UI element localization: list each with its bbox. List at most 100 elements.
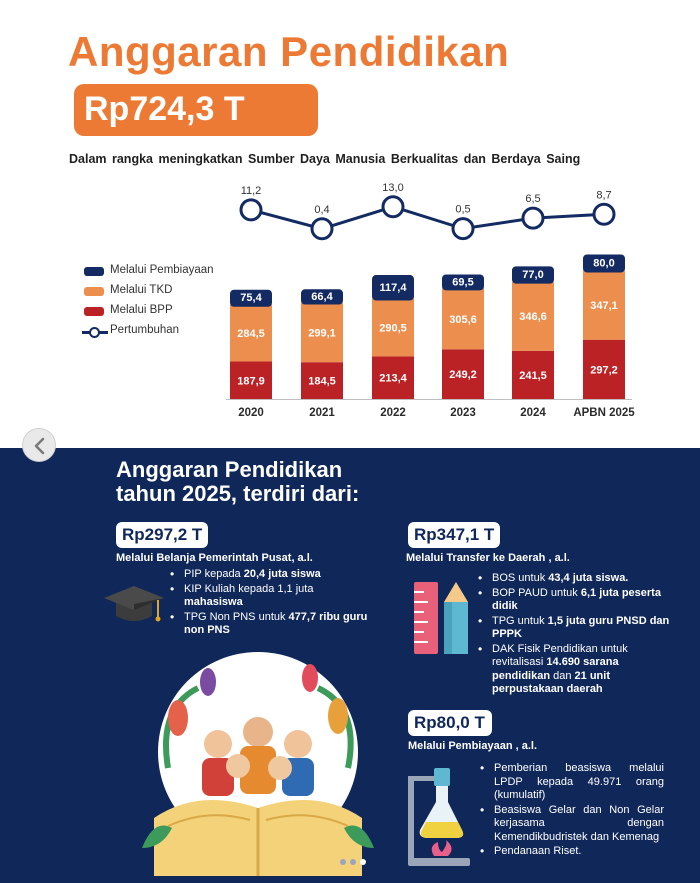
legend-label: Pertumbuhan xyxy=(110,324,180,336)
bar-segment-bpp xyxy=(230,361,272,399)
growth-label: 13,0 xyxy=(382,182,403,194)
previous-slide-button[interactable] xyxy=(22,428,56,462)
stacked-bar-chart: 187,9 284,5 75,4 2020 184,5 299,1 66,4 2021 213,… xyxy=(226,182,635,419)
data-label-tkd: 284,5 xyxy=(237,328,265,340)
chart-legend: Melalui Pembiayaan Melalui TKD Melalui B… xyxy=(82,262,232,342)
tkd-list: BOS untuk 43,4 juta siswa. BOP PAUD untu… xyxy=(478,572,678,698)
x-tick-label: 2023 xyxy=(450,407,476,419)
bar-segment-bpp xyxy=(442,349,484,399)
list-item: Beasiswa Gelar dan Non Gelar kerjasama d… xyxy=(480,804,664,845)
bar-segment-bpp xyxy=(583,339,625,399)
bar-segment-pembiayaan xyxy=(512,266,554,284)
growth-label: 8,7 xyxy=(596,189,611,201)
legend-dot xyxy=(89,327,100,338)
bar-segment-pembiayaan xyxy=(442,274,484,291)
legend-item-pembiayaan: Melalui Pembiayaan xyxy=(82,262,232,282)
x-tick-label: APBN 2025 xyxy=(573,407,635,419)
breakdown-title-line1: Anggaran Pendidikan xyxy=(116,457,343,482)
legend-swatch-orange xyxy=(84,287,104,296)
list-item: BOS untuk 43,4 juta siswa. xyxy=(478,572,678,586)
list-item: BOP PAUD untuk 6,1 juta peserta didik xyxy=(478,587,678,614)
growth-label: 11,2 xyxy=(241,185,262,197)
bar-segment-tkd xyxy=(372,298,414,357)
legend-item-bpp: Melalui BPP xyxy=(82,302,232,322)
bar-segment-tkd xyxy=(301,302,343,363)
bar-segment-pembiayaan xyxy=(583,254,625,273)
data-label-pembiayaan: 77,0 xyxy=(522,269,543,281)
bar-segment-bpp xyxy=(301,362,343,399)
legend-swatch-navy xyxy=(84,267,104,276)
pembiayaan-amount: Rp80,0 T xyxy=(414,713,485,732)
data-label-pembiayaan: 69,5 xyxy=(452,276,473,288)
pembiayaan-list: Pemberian beasiswa melalui LPDP kepada 4… xyxy=(480,762,664,860)
chart-section: Anggaran Pendidikan Rp724,3 T Dalam rang… xyxy=(68,28,636,419)
growth-point xyxy=(592,202,616,226)
legend-item-pertumbuhan: Pertumbuhan xyxy=(82,322,232,342)
bar-segment-tkd xyxy=(230,304,272,362)
chevron-left-icon xyxy=(34,437,45,455)
x-tick-label: 2020 xyxy=(238,407,264,419)
bar-segment-pembiayaan xyxy=(230,289,272,307)
list-item: Pemberian beasiswa melalui LPDP kepada 4… xyxy=(480,762,664,803)
pembiayaan-label: Melalui Pembiayaan , a.l. xyxy=(408,740,537,752)
data-label-bpp: 184,5 xyxy=(308,376,336,388)
list-item: PIP kepada 20,4 juta siswa xyxy=(170,568,368,582)
bar-segment-pembiayaan xyxy=(372,275,414,301)
growth-point xyxy=(381,195,405,219)
chart-subtitle: Dalam rangka meningkatkan Sumber Daya Ma… xyxy=(69,152,581,166)
tkd-amount: Rp347,1 T xyxy=(414,525,495,544)
data-label-bpp: 187,9 xyxy=(237,375,265,387)
growth-line xyxy=(250,205,605,231)
legend-label: Melalui TKD xyxy=(110,284,173,296)
pembiayaan-amount-badge: Rp80,0 T xyxy=(408,710,492,736)
legend-label: Melalui Pembiayaan xyxy=(110,264,214,276)
pusat-list: PIP kepada 20,4 juta siswa KIP Kuliah ke… xyxy=(170,568,368,639)
data-label-bpp: 249,2 xyxy=(449,369,477,381)
growth-label: 0,5 xyxy=(455,204,470,216)
data-label-pembiayaan: 117,4 xyxy=(380,282,408,294)
bar-segment-tkd xyxy=(442,288,484,350)
pusat-label: Melalui Belanja Pemerintah Pusat, a.l. xyxy=(116,552,313,564)
growth-point xyxy=(239,198,263,222)
data-label-tkd: 305,6 xyxy=(449,314,477,326)
list-item: DAK Fisik Pendidikan untuk revitalisasi … xyxy=(478,643,678,697)
data-label-bpp: 213,4 xyxy=(379,373,407,385)
breakdown-title-line2: tahun 2025, terdiri dari: xyxy=(116,481,360,506)
total-budget-badge: Rp724,3 T xyxy=(74,84,318,136)
page-title: Anggaran Pendidikan xyxy=(68,28,510,75)
growth-label: 6,5 xyxy=(525,193,540,205)
breakdown-title: Anggaran Pendidikan tahun 2025, terdiri … xyxy=(116,458,359,506)
legend-item-tkd: Melalui TKD xyxy=(82,282,232,302)
tkd-amount-badge: Rp347,1 T xyxy=(408,522,500,548)
data-label-tkd: 299,1 xyxy=(308,327,336,339)
breakdown-section: Anggaran Pendidikan tahun 2025, terdiri … xyxy=(0,448,700,883)
pusat-amount: Rp297,2 T xyxy=(122,525,203,544)
list-item: TPG Non PNS untuk 477,7 ribu guru non PN… xyxy=(170,611,368,638)
ruler-pencil-icon xyxy=(414,582,468,654)
list-item: KIP Kuliah kepada 1,1 juta mahasiswa xyxy=(170,583,368,610)
data-label-bpp: 241,5 xyxy=(519,370,547,382)
pagination-dot-active[interactable] xyxy=(360,859,366,865)
data-label-pembiayaan: 75,4 xyxy=(240,292,262,304)
data-label-tkd: 347,1 xyxy=(590,300,618,312)
bar-segment-pembiayaan xyxy=(301,289,343,305)
growth-point xyxy=(521,206,545,230)
graduation-cap-icon xyxy=(104,586,164,622)
bar-segment-tkd xyxy=(583,270,625,340)
growth-label: 0,4 xyxy=(314,204,329,216)
bar-segment-bpp xyxy=(372,356,414,399)
legend-label: Melalui BPP xyxy=(110,304,173,316)
data-label-tkd: 290,5 xyxy=(379,322,407,334)
pagination-dot[interactable] xyxy=(340,859,346,865)
pagination-dot[interactable] xyxy=(350,859,356,865)
x-tick-label: 2022 xyxy=(380,407,406,419)
data-label-pembiayaan: 66,4 xyxy=(311,291,333,303)
growth-point xyxy=(310,217,334,241)
slide-pagination[interactable] xyxy=(340,852,370,870)
growth-point xyxy=(451,217,475,241)
tkd-label: Melalui Transfer ke Daerah , a.l. xyxy=(406,552,570,564)
science-flask-icon xyxy=(408,768,470,866)
list-item: Pendanaan Riset. xyxy=(480,845,664,859)
children-book-illustration xyxy=(142,652,374,876)
x-tick-label: 2024 xyxy=(520,407,546,419)
